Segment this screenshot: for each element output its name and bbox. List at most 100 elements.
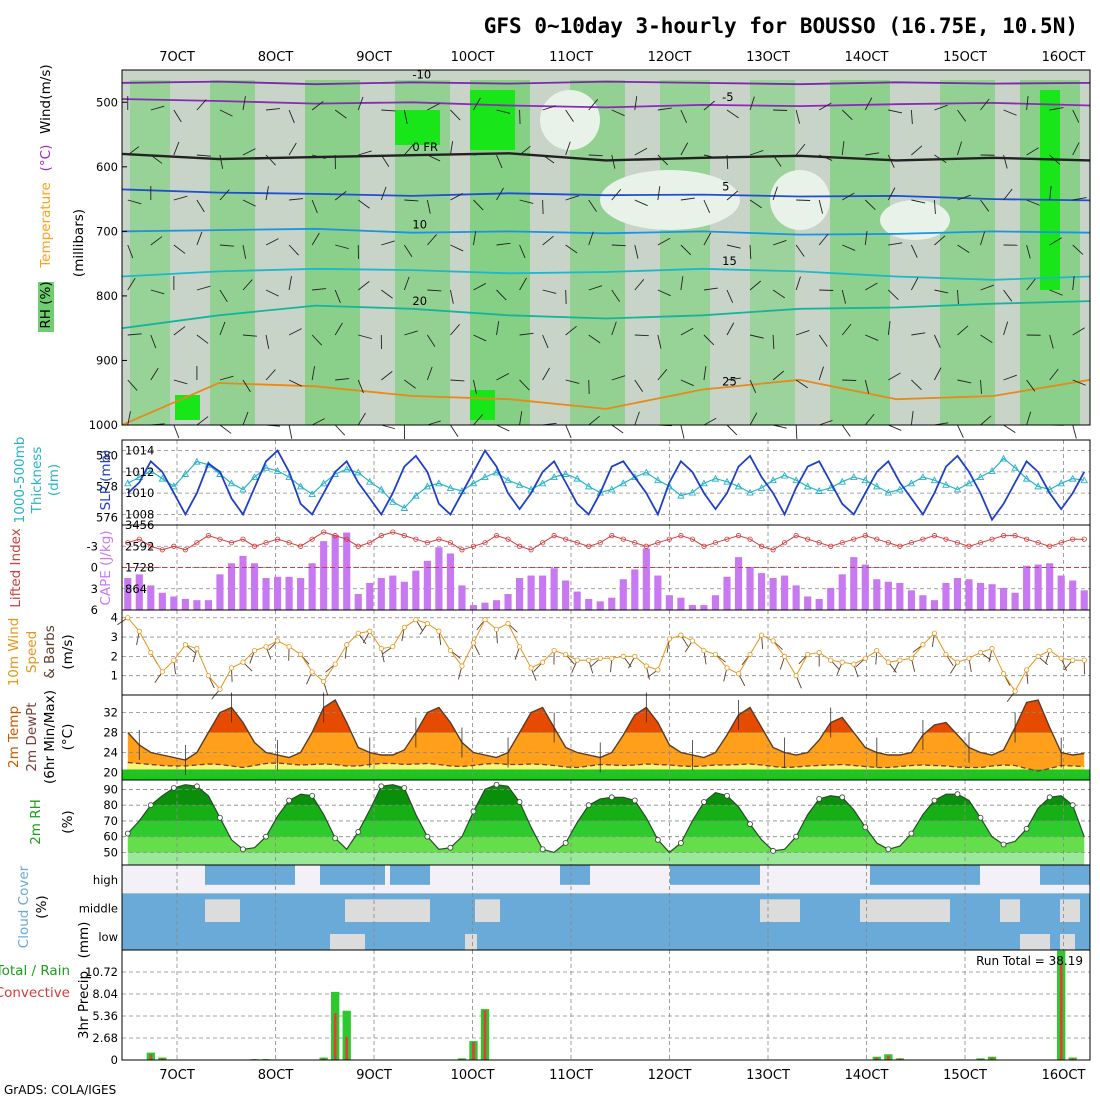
footer-credit: GrADS: COLA/IGES <box>4 1083 116 1097</box>
rh-saturated-cell <box>175 395 200 420</box>
wind-barb <box>473 283 487 291</box>
lifted-index-point <box>851 536 857 542</box>
precip-total-bar <box>342 1010 351 1060</box>
wind-barb <box>219 154 224 169</box>
wind-barb <box>1003 424 1016 434</box>
wind-barb <box>980 379 982 394</box>
wind-speed-point <box>989 646 995 652</box>
wind-barb <box>910 109 913 124</box>
wind-barb <box>242 411 249 426</box>
lifted-index-point <box>885 540 891 546</box>
wind-barb <box>1026 278 1036 291</box>
bottom-date-axis: 7OCT 8OCT 9OCT 10OCT 11OCT 12OCT 13OCT 14OCT 15O… <box>159 1068 1085 1083</box>
wind-barb <box>795 109 800 124</box>
wind-barb <box>726 154 729 170</box>
wind-barb <box>818 233 829 246</box>
thickness-point <box>561 470 570 477</box>
wind-speed-point <box>355 630 361 636</box>
wind-barb <box>749 412 758 426</box>
cloud-low-gap <box>330 934 345 950</box>
wind-barb <box>865 152 880 156</box>
wind-barb <box>749 244 752 260</box>
precip-axis-label: 3hr Precip <box>76 971 92 1039</box>
rh-point <box>862 824 869 831</box>
lifted-index-point <box>666 536 672 542</box>
precip-convective-bar <box>1071 1058 1075 1060</box>
thickness-point <box>757 483 766 491</box>
wind-barb <box>795 143 806 156</box>
thickness-point <box>965 479 973 487</box>
isotherm-line <box>121 152 1091 162</box>
wind-barb <box>242 199 256 207</box>
wind-barb <box>404 199 419 202</box>
wind-speed-point <box>735 671 742 677</box>
precip-conv-label: Convective <box>0 985 70 1001</box>
side-labels: RH (%)Temperature(°C)Wind(m/s)(millibars… <box>0 64 114 1039</box>
rh-point <box>839 794 846 801</box>
lifted-index-point <box>770 547 776 553</box>
cape-bar <box>1069 580 1077 610</box>
precip-convective-bar <box>990 1057 994 1060</box>
thickness-point <box>319 479 328 487</box>
wind-speed-point <box>482 617 488 623</box>
cape-bar <box>366 582 374 610</box>
cape-bar <box>181 598 189 610</box>
wind-speed-point <box>367 628 373 634</box>
wind-speed-point <box>136 628 142 634</box>
wind-barb <box>426 366 433 381</box>
wind-barb <box>196 285 211 291</box>
rh-point <box>194 783 200 790</box>
lifted-index-point <box>309 536 315 542</box>
wind-barb <box>1026 411 1032 426</box>
lifted-index-point <box>712 540 719 546</box>
wind-barb <box>403 109 408 124</box>
cape-bar <box>769 578 777 610</box>
wind-barb <box>772 154 782 167</box>
wind-barb <box>150 367 159 381</box>
wind-barb <box>1003 109 1017 116</box>
wind-barb <box>242 379 251 393</box>
cape-bar <box>723 576 731 610</box>
precip-unit-label: (mm) <box>76 922 92 959</box>
cape-bar <box>734 557 743 610</box>
lifted-index-point <box>159 547 165 553</box>
wind-panel: 1 2 3 4 <box>111 609 1091 702</box>
thickness-unit-label: (dm) <box>46 464 62 496</box>
thickness-point <box>573 474 581 482</box>
wind-barb <box>266 108 281 111</box>
wind-barb <box>634 334 649 337</box>
cloud-mid-gap <box>760 899 800 922</box>
thickness-point <box>239 485 247 493</box>
thickness-point <box>250 473 259 481</box>
wind-barb <box>311 101 324 111</box>
rh-point <box>701 799 707 805</box>
lifted-index-point <box>1058 540 1064 546</box>
wind-barb <box>288 244 299 256</box>
wind-barb <box>611 154 616 169</box>
rh-point <box>931 797 938 804</box>
wind-speed-point <box>413 617 419 623</box>
bottom-date-label: 11OCT <box>549 1068 593 1083</box>
wind-barb <box>381 371 393 381</box>
wind-barb <box>496 242 511 246</box>
thickness-point <box>193 457 201 465</box>
cape-bar <box>919 595 927 610</box>
wind-speed-point <box>966 655 972 661</box>
cape-bar <box>227 563 236 610</box>
cape-bar <box>792 585 800 610</box>
thickness-point <box>700 479 708 487</box>
wind-barb <box>864 97 873 111</box>
lifted-index-point <box>286 540 292 546</box>
cape-bar <box>631 569 639 610</box>
wind-barb <box>910 277 919 291</box>
lifted-tick-label: 0 <box>91 561 98 575</box>
wind-barb <box>427 334 436 347</box>
wind-barb <box>1003 154 1008 169</box>
precip-convective-bar <box>161 1058 164 1060</box>
wind-speed-point <box>908 655 914 661</box>
temp-unit-label: (°C) <box>60 724 76 751</box>
isotherm-line <box>121 98 1091 109</box>
thickness-point <box>308 490 316 498</box>
cape-bar <box>204 600 213 610</box>
